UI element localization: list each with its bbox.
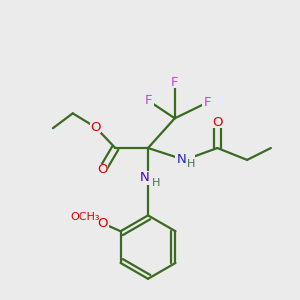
Text: F: F [171,76,178,89]
FancyBboxPatch shape [169,77,181,88]
FancyBboxPatch shape [90,122,101,133]
FancyBboxPatch shape [73,212,97,223]
FancyBboxPatch shape [142,95,154,106]
FancyBboxPatch shape [97,164,108,175]
Text: O: O [98,217,108,230]
Text: N: N [140,171,150,184]
Text: O: O [90,121,101,134]
Text: F: F [204,96,211,109]
Text: O: O [212,116,223,129]
FancyBboxPatch shape [175,153,195,167]
Text: N: N [177,153,187,167]
FancyBboxPatch shape [97,218,109,229]
Text: H: H [152,178,160,188]
FancyBboxPatch shape [212,117,223,128]
Text: OCH₃: OCH₃ [70,212,100,222]
FancyBboxPatch shape [138,171,158,185]
Text: F: F [144,94,152,107]
Text: O: O [97,163,108,176]
Text: H: H [186,159,195,169]
FancyBboxPatch shape [202,97,213,108]
